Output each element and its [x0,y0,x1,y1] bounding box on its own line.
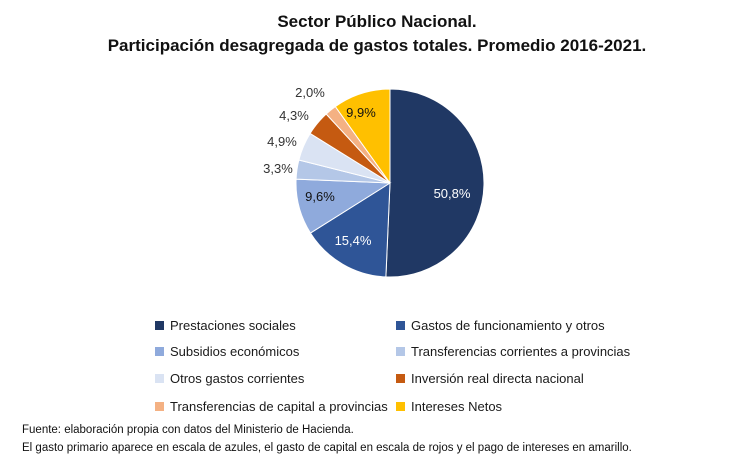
legend-swatch [396,402,405,411]
slice-label: 9,6% [305,189,335,204]
legend-item: Intereses Netos [396,399,502,414]
legend-item: Transferencias corrientes a provincias [396,344,630,359]
pie-slice [385,88,485,278]
slice-label: 4,9% [267,134,297,149]
legend-label: Subsidios económicos [170,344,300,359]
slice-label: 3,3% [263,161,293,176]
legend-item: Otros gastos corrientes [155,371,304,386]
legend-swatch [396,374,405,383]
legend-swatch [396,347,405,356]
legend-swatch [155,347,164,356]
legend-label: Gastos de funcionamiento y otros [411,318,605,333]
legend-swatch [155,321,164,330]
legend-label: Intereses Netos [411,399,503,414]
slice-label: 2,0% [295,85,325,100]
legend-item: Prestaciones sociales [155,318,296,333]
legend-label: Transferencias de capital a provincias [170,399,388,414]
color-note: El gasto primario aparece en escala de a… [22,442,632,454]
slice-label: 50,8% [434,186,471,201]
pie-slice [334,88,391,185]
slice-label: 9,9% [346,105,376,120]
legend-swatch [396,321,405,330]
legend-label: Otros gastos corrientes [170,371,305,386]
legend-item: Inversión real directa nacional [396,371,584,386]
legend-item: Subsidios económicos [155,344,299,359]
legend-item: Transferencias de capital a provincias [155,399,388,414]
slice-label: 15,4% [335,233,372,248]
legend-swatch [155,402,164,411]
legend-label: Inversión real directa nacional [411,371,584,386]
source-note: Fuente: elaboración propia con datos del… [22,424,354,436]
pie-slice [309,182,391,278]
chart-subtitle: Participación desagregada de gastos tota… [107,36,647,55]
pie-chart: 50,8% 15,4% 9,6% 3,3% 4,9% 4,3% 2,0% 9,9% [263,85,485,278]
legend-label: Transferencias corrientes a provincias [411,344,631,359]
slice-label: 4,3% [279,108,309,123]
legend-item: Gastos de funcionamiento y otros [396,318,605,333]
legend-swatch [155,374,164,383]
legend-label: Prestaciones sociales [170,318,296,333]
chart-title: Sector Público Nacional. [277,12,477,31]
